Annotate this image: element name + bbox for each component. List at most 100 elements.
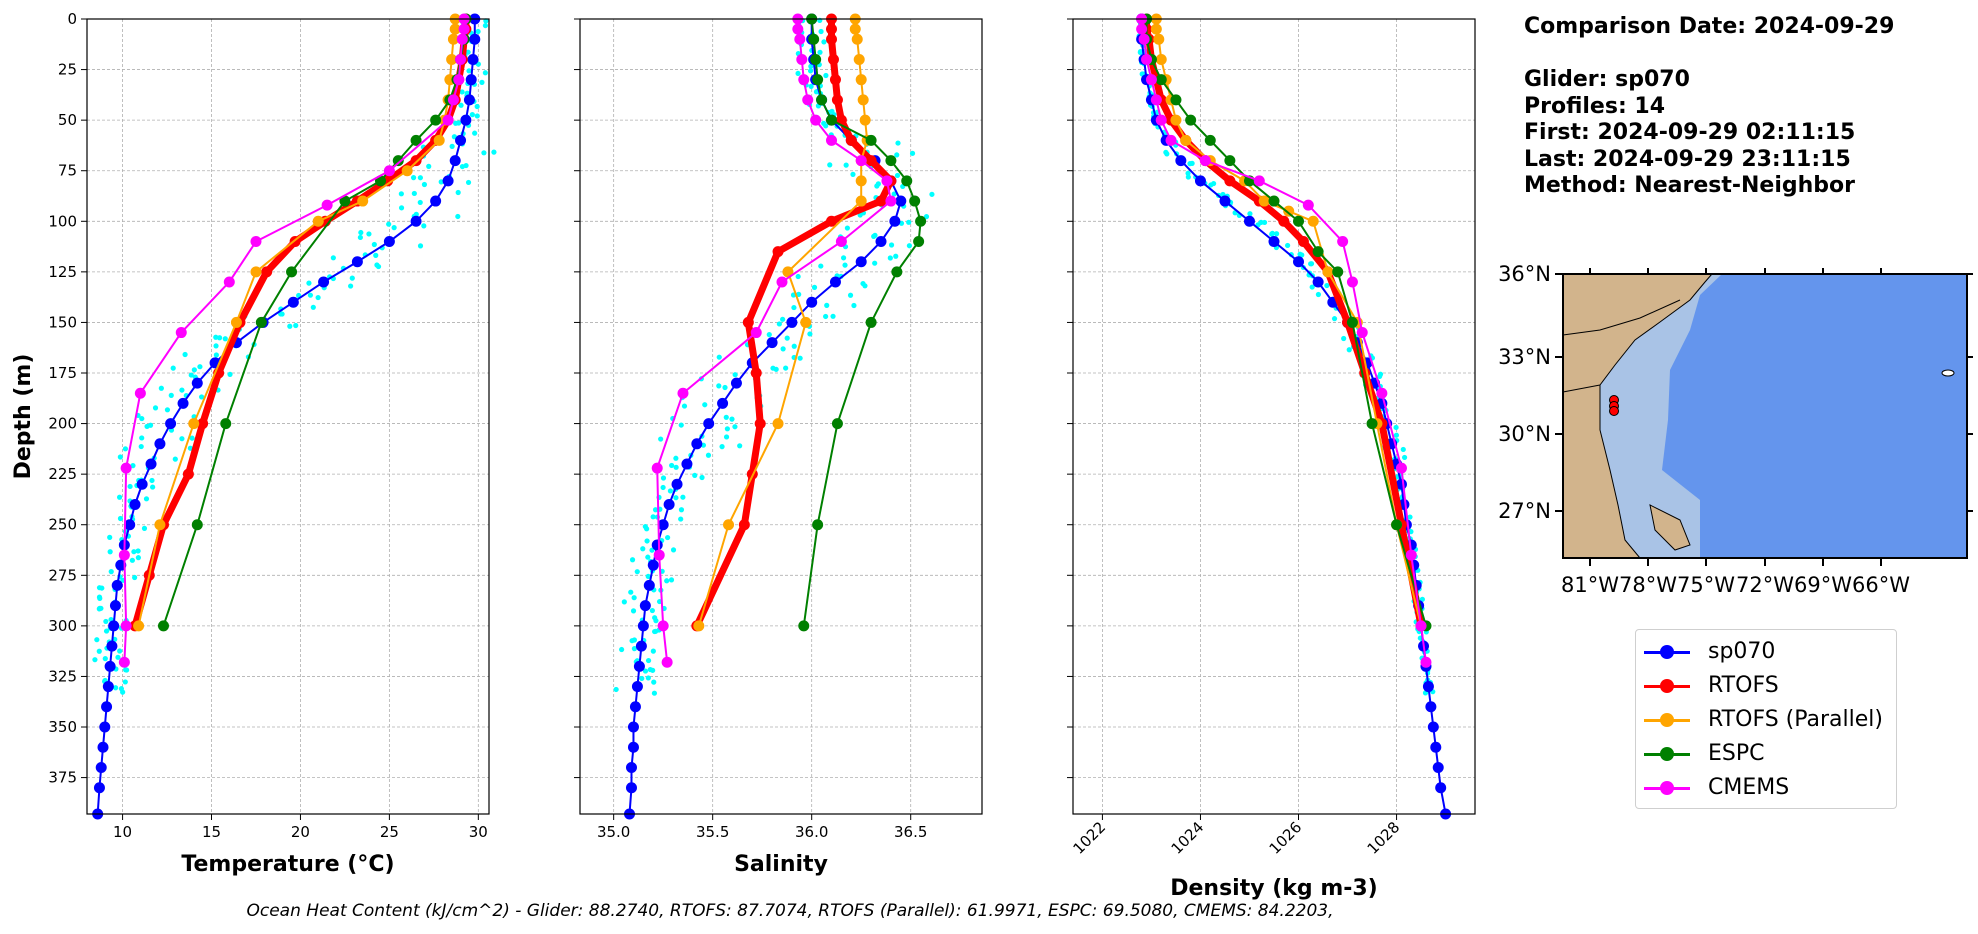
series-marker-sp070: [639, 600, 651, 612]
salinity-panel: 35.0 35.5 36.0 36.5 Salinity: [574, 13, 983, 877]
glider-profile-point: [92, 657, 98, 663]
series-marker-espc: [808, 33, 820, 45]
glider-profile-point: [681, 403, 688, 409]
glider-profile-point: [410, 175, 417, 181]
glider-position-marker: [1609, 406, 1619, 416]
series-marker-rtofs: [829, 74, 841, 86]
y-tick-label: 350: [48, 718, 77, 736]
series-marker-espc: [812, 74, 824, 86]
glider-profile-point: [1189, 160, 1195, 166]
glider-profile-point: [840, 255, 847, 261]
series-marker-rtofs-parallel-: [1150, 23, 1162, 35]
series-marker-sp070: [467, 53, 479, 65]
glider-profile-point: [923, 214, 930, 220]
series-marker-cmems: [855, 155, 867, 167]
glider-profile-point: [482, 22, 489, 29]
y-tick-label: 275: [48, 566, 77, 584]
series-marker-sp070: [99, 721, 111, 733]
glider-profile-point: [651, 679, 657, 685]
ocean-heat-content-footer: Ocean Heat Content (kJ/cm^2) - Glider: 8…: [246, 901, 1334, 921]
series-marker-sp070: [635, 640, 647, 652]
series-marker-cmems: [810, 114, 822, 126]
glider-profile-point: [667, 488, 673, 494]
series-marker-rtofs: [754, 418, 766, 430]
glider-profile-point: [310, 304, 316, 310]
glider-profile-point: [888, 242, 895, 248]
glider-profile-point: [702, 402, 708, 408]
series-marker-sp070: [287, 296, 299, 308]
series-marker-cmems: [456, 33, 468, 45]
glider-profile-point: [1315, 291, 1322, 298]
series-marker-espc: [798, 620, 810, 632]
glider-profile-point: [821, 39, 827, 45]
series-marker-cmems: [835, 236, 847, 248]
y-tick-label: 125: [48, 263, 77, 281]
glider-profile-point: [1401, 454, 1408, 461]
glider-profile-point: [791, 343, 797, 349]
series-marker-sp070: [691, 438, 703, 450]
legend-label: RTOFS (Parallel): [1708, 707, 1883, 732]
glider-profile-point: [722, 384, 728, 391]
glider-profile-point: [112, 685, 119, 691]
legend-marker: [1660, 713, 1674, 727]
series-marker-cmems: [653, 549, 665, 561]
glider-profile-point: [459, 163, 466, 170]
series-marker-rtofs: [182, 468, 194, 480]
glider-profile-point: [797, 355, 803, 361]
glider-profile-point: [482, 70, 488, 76]
glider-profile-point: [723, 414, 729, 420]
glider-profile-point: [306, 280, 312, 286]
series-marker-cmems: [1405, 549, 1417, 561]
glider-profile-point: [773, 366, 779, 372]
series-marker-rtofs: [1297, 236, 1309, 248]
series-marker-cmems: [1376, 387, 1388, 399]
legend-marker: [1660, 747, 1674, 761]
location-map: 36°N 33°N 30°N 27°N 81°W 78°W 75°W 72°W 69°W 66°W: [1498, 262, 1973, 597]
series-marker-sp070: [651, 539, 663, 551]
series-marker-sp070: [1219, 195, 1231, 207]
temperature-panel: 0 25 50 75 100 125 150 175 200 225 250 275 300 325 350…: [11, 10, 497, 877]
glider-profile-point: [639, 675, 645, 682]
glider-profile-point: [645, 675, 651, 681]
glider-profile-point: [862, 283, 868, 289]
series-marker-rtofs-parallel-: [855, 175, 867, 187]
series-marker-sp070: [895, 195, 907, 207]
series-marker-espc: [1268, 195, 1280, 207]
series-marker-cmems: [1145, 74, 1157, 86]
glider-profile-point: [634, 569, 640, 575]
glider-profile-point: [716, 354, 722, 360]
glider-profile-point: [807, 68, 814, 74]
glider-profile-point: [374, 262, 380, 268]
glider-profile-point: [872, 260, 878, 266]
series-marker-cmems: [776, 276, 788, 288]
glider-profile-point: [652, 628, 658, 635]
glider-profile-point: [216, 335, 223, 341]
glider-profile-point: [658, 436, 664, 442]
glider-profile-point: [143, 496, 150, 502]
glider-profile-point: [453, 120, 459, 126]
glider-profile-point: [135, 555, 141, 561]
glider-profile-point: [843, 162, 849, 168]
series-marker-sp070: [625, 782, 637, 794]
glider-profile-point: [348, 283, 354, 289]
series-marker-sp070: [1194, 175, 1206, 187]
series-marker-rtofs-parallel-: [357, 195, 369, 207]
series-marker-sp070: [154, 438, 166, 450]
axes-frame: [579, 18, 983, 815]
glider-profile-point: [491, 149, 497, 155]
axes-frame: [1072, 18, 1476, 815]
series-marker-sp070: [671, 478, 683, 490]
glider-profile-point: [103, 628, 110, 634]
glider-profile-point: [96, 648, 102, 654]
series-line-rtofs-parallel-: [697, 19, 869, 627]
series-marker-sp070: [383, 236, 395, 248]
series-marker-cmems: [825, 134, 837, 146]
series-marker-cmems: [458, 23, 470, 35]
glider-profile-point: [1400, 446, 1406, 453]
series-marker-rtofs: [750, 367, 762, 379]
glider-profile-point: [642, 668, 649, 674]
glider-profile-point: [631, 646, 638, 652]
glider-profile-point: [649, 547, 655, 553]
series-line-cmems: [1140, 19, 1427, 663]
series-line-rtofs-parallel-: [137, 19, 457, 627]
